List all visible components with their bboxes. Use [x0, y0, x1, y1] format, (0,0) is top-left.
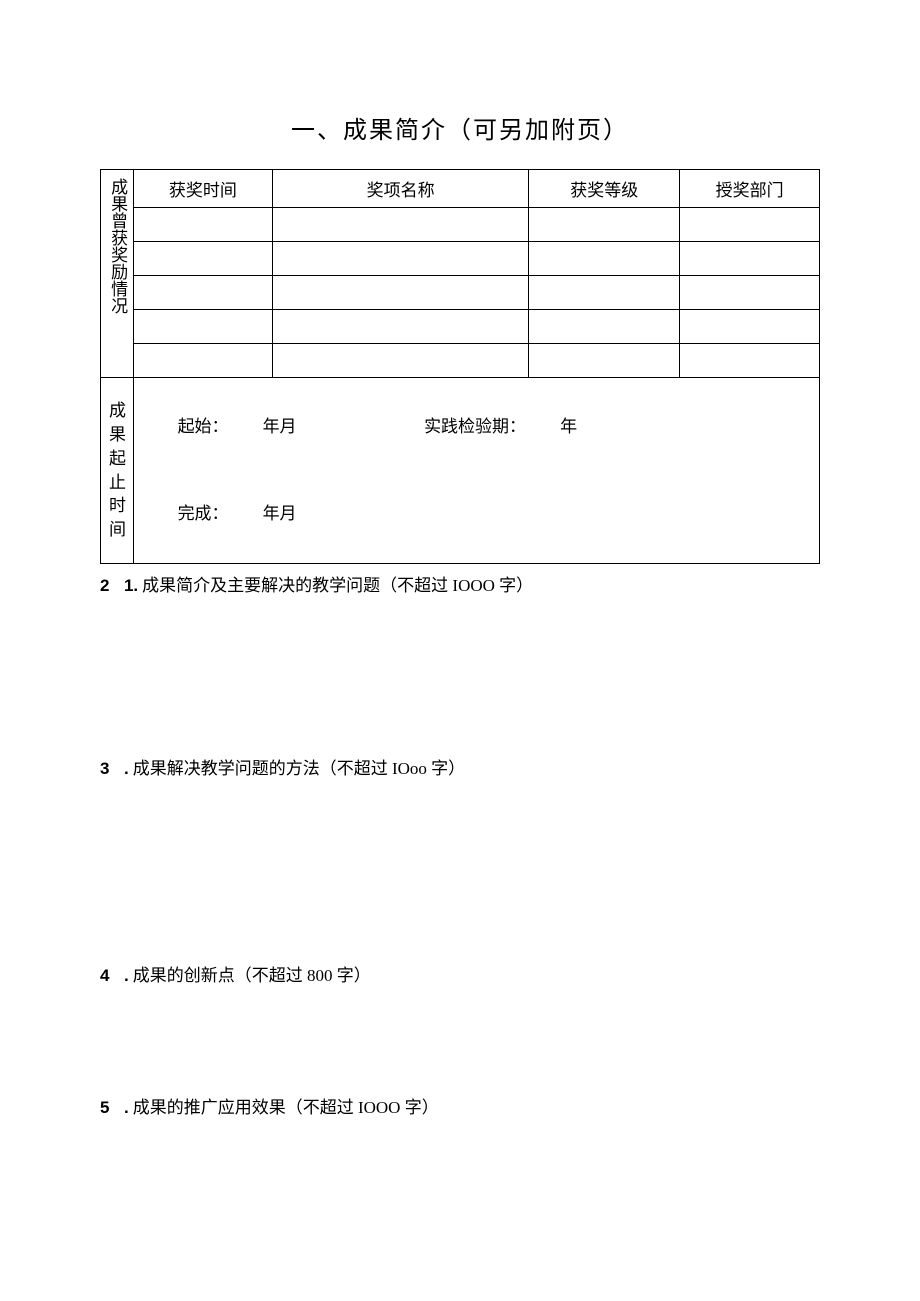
page-title: 一、成果简介（可另加附页） [100, 110, 820, 145]
finish-prefix: 完成： [178, 504, 229, 523]
sections-container: 2 1. 成果简介及主要解决的教学问题（不超过 IOOO 字） 3 . 成果解决… [100, 572, 820, 1121]
section-3-text: 成果解决教学问题的方法（不超过 IOoo 字） [133, 755, 465, 782]
time-row-content: 起始： 年月 实践检验期： 年 完成： 年月 [133, 378, 819, 564]
section-3: 3 . 成果解决教学问题的方法（不超过 IOoo 字） [100, 755, 820, 782]
section-3-num: 3 [100, 755, 109, 782]
start-unit: 年月 [263, 417, 297, 436]
table-row-label: 成果曾获奖励情况 [101, 170, 134, 378]
finish-unit: 年月 [263, 504, 297, 523]
section-4-text: 成果的创新点（不超过 800 字） [133, 962, 371, 989]
section-4: 4 . 成果的创新点（不超过 800 字） [100, 962, 820, 989]
section-5-text: 成果的推广应用效果（不超过 IOOO 字） [133, 1094, 439, 1121]
section-5-dot: . [124, 1094, 129, 1121]
table-row [101, 344, 820, 378]
section-5: 5 . 成果的推广应用效果（不超过 IOOO 字） [100, 1094, 820, 1121]
col-award-level: 获奖等级 [529, 170, 680, 208]
section-5-num: 5 [100, 1094, 109, 1121]
col-award-name: 奖项名称 [273, 170, 529, 208]
time-row-label: 成果起止时 间 [101, 378, 134, 564]
start-prefix: 起始： [178, 417, 229, 436]
check-prefix: 实践检验期： [424, 417, 526, 436]
table-row [101, 242, 820, 276]
section-2-num: 2 [100, 572, 109, 599]
table-row [101, 208, 820, 242]
col-award-time: 获奖时间 [133, 170, 273, 208]
section-2-subnum: 1. [124, 572, 138, 599]
section-4-dot: . [124, 962, 129, 989]
section-2: 2 1. 成果简介及主要解决的教学问题（不超过 IOOO 字） [100, 572, 820, 599]
awards-table: 成果曾获奖励情况 获奖时间 奖项名称 获奖等级 授奖部门 成果起止时 间 起始：… [100, 169, 820, 564]
check-unit: 年 [560, 417, 577, 436]
section-3-dot: . [124, 755, 129, 782]
col-award-dept: 授奖部门 [680, 170, 820, 208]
section-2-text: 成果简介及主要解决的教学问题（不超过 IOOO 字） [142, 572, 533, 599]
section-4-num: 4 [100, 962, 109, 989]
table-row [101, 310, 820, 344]
table-row [101, 276, 820, 310]
